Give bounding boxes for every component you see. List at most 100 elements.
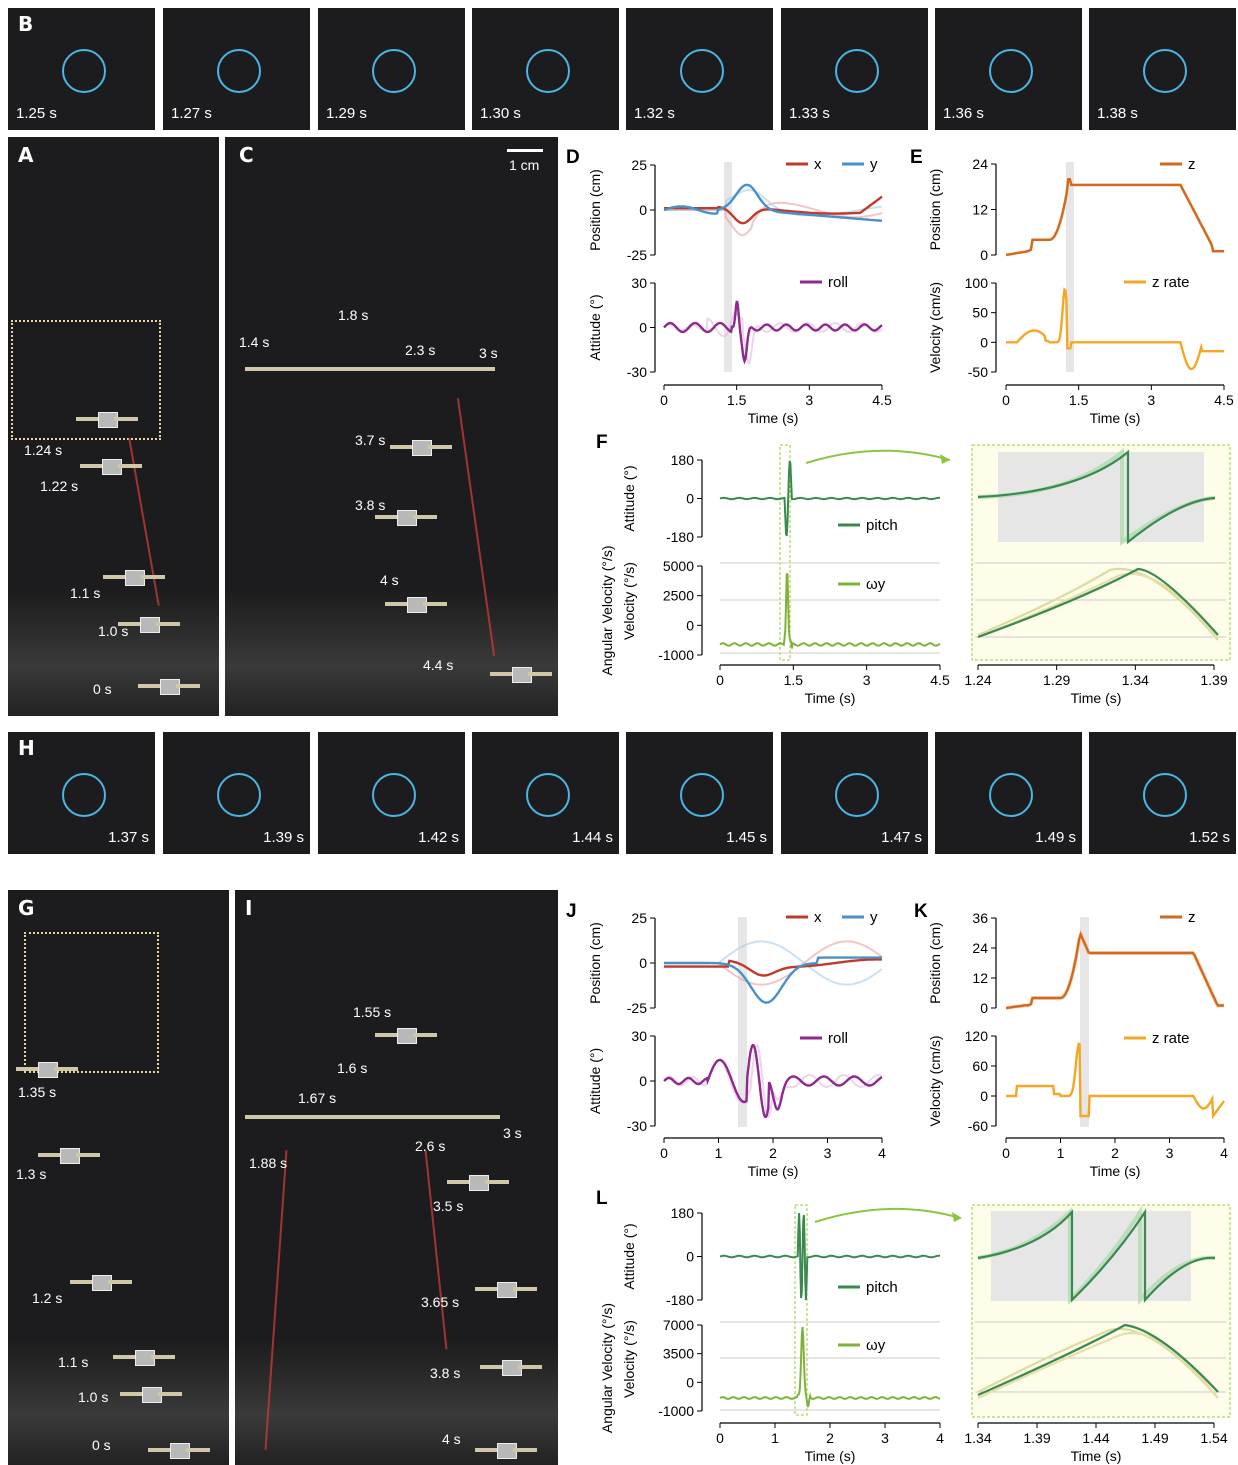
x-tick-label: 2 (1111, 1145, 1119, 1161)
frame-time-label: 1.42 s (418, 829, 459, 846)
tracking-circle (1142, 773, 1187, 817)
time-label: 1.2 s (32, 1290, 63, 1306)
x-tick-label: 1 (1057, 1145, 1065, 1161)
robot (16, 1062, 78, 1078)
frame-photo: 1.32 s (626, 8, 773, 130)
x-tick-label: 2 (826, 1430, 834, 1446)
y-tick-label: 25 (631, 157, 647, 173)
panel-label: E (910, 147, 923, 168)
legend-label: y (870, 909, 878, 926)
x-tick-label: 1.34 (964, 1430, 991, 1446)
panel-label: D (566, 147, 580, 168)
panel-g-label: G (18, 896, 35, 920)
panel-a-label: A (18, 143, 34, 167)
time-label: 1.8 s (338, 307, 369, 323)
robot (148, 1443, 210, 1459)
x-axis-label: Time (s) (805, 1448, 856, 1464)
zoom-box (11, 320, 161, 440)
time-label: 3 s (503, 1125, 522, 1141)
y-tick-label: 5000 (663, 558, 694, 574)
time-label: 1.4 s (239, 334, 270, 350)
y-tick-label: 180 (671, 1205, 695, 1221)
time-label: 3 s (479, 345, 498, 361)
y-tick-label: 36 (972, 910, 988, 926)
robot-sequence (245, 1110, 500, 1124)
legend-label: roll (828, 1030, 848, 1047)
event-shade (1080, 917, 1089, 1127)
y-axis-label: Position (cm) (587, 922, 603, 1004)
panel-label: L (596, 1188, 608, 1209)
y-axis-label: Attitude (°) (621, 1223, 637, 1289)
frame-photo: 1.49 s (935, 732, 1082, 854)
tracking-circle (679, 773, 724, 817)
x-tick-label: 0 (1002, 1145, 1010, 1161)
y-tick-label: 0 (686, 491, 694, 507)
y-tick-label: -1000 (658, 1403, 694, 1419)
x-tick-label: 4.5 (872, 392, 892, 408)
frame-time-label: 1.36 s (943, 105, 984, 122)
event-shade (1066, 162, 1074, 372)
frame-photo: 1.37 s H (8, 732, 155, 854)
y-axis-label: Velocity (cm/s) (927, 1035, 943, 1126)
time-label: 3.7 s (355, 432, 386, 448)
x-tick-label: 1.49 (1141, 1430, 1168, 1446)
x-tick-label: 0 (660, 1145, 668, 1161)
frame-time-label: 1.44 s (572, 829, 613, 846)
legend-label: y (870, 156, 878, 173)
robot (390, 440, 452, 456)
y-tick-label: 0 (639, 320, 647, 336)
x-axis-label: Time (s) (1071, 1448, 1122, 1464)
frame-photo: 1.25 s B (8, 8, 155, 130)
time-label: 4 s (380, 572, 399, 588)
frame-time-label: 1.37 s (108, 829, 149, 846)
panel-label: H (18, 736, 35, 760)
time-label: 1.55 s (353, 1004, 392, 1020)
tracking-circle (525, 49, 570, 93)
panel-i-photo: I 1.55 s 1.6 s 1.67 s 1.88 s 2.6 s 3 s 3… (235, 890, 558, 1465)
series-line (977, 1208, 1216, 1303)
frame-time-label: 1.47 s (881, 829, 922, 846)
y-tick-label: 0 (980, 1088, 988, 1104)
y-tick-label: 2500 (663, 588, 694, 604)
robot (490, 667, 552, 683)
tracking-circle (216, 49, 261, 93)
y-tick-label: 60 (972, 1058, 988, 1074)
x-tick-label: 4 (1220, 1145, 1228, 1161)
series-line (1005, 931, 1224, 1010)
tracking-circle (371, 49, 416, 93)
time-label: 2.6 s (415, 1138, 446, 1154)
x-tick-label: 3 (1147, 392, 1155, 408)
series-line (664, 958, 882, 977)
tracking-circle (1142, 49, 1187, 93)
legend-label: pitch (866, 517, 898, 534)
legend-label: z (1188, 909, 1196, 926)
time-label: 1.0 s (78, 1389, 109, 1405)
panel-label: F (596, 432, 608, 453)
y-tick-label: -60 (968, 1118, 988, 1134)
time-label: 1.1 s (58, 1354, 89, 1370)
robot (385, 597, 447, 613)
y-tick-label: 50 (972, 305, 988, 321)
frame-time-label: 1.25 s (16, 105, 57, 122)
zoom-window (794, 1204, 808, 1416)
legend-label: pitch (866, 1279, 898, 1296)
series-line (663, 300, 883, 365)
time-label: 3.5 s (433, 1198, 464, 1214)
frame-photo: 1.52 s (1089, 732, 1236, 854)
x-tick-label: 2 (769, 1145, 777, 1161)
robot (138, 679, 200, 695)
legend-label: ωy (866, 576, 886, 593)
series-line (977, 572, 1219, 639)
time-label: 3.8 s (430, 1365, 461, 1381)
x-tick-label: 4.5 (1214, 392, 1234, 408)
x-axis-label: Time (s) (748, 1163, 799, 1179)
legend-label: z rate (1152, 1030, 1190, 1047)
frame-time-label: 1.49 s (1035, 829, 1076, 846)
x-tick-label: 0 (1002, 392, 1010, 408)
y-tick-label: -50 (968, 364, 988, 380)
time-label: 1.1 s (70, 585, 101, 601)
tracking-circle (834, 49, 879, 93)
legend-label: roll (828, 274, 848, 291)
y-axis-label: Attitude (°) (621, 465, 637, 531)
